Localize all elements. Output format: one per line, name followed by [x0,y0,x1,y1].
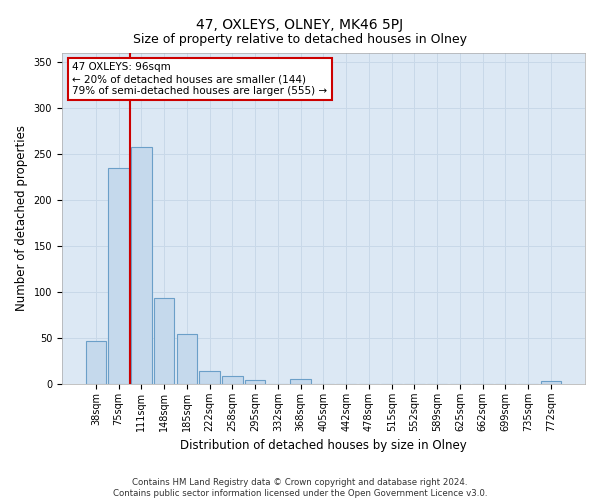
Bar [131,148,152,384]
Text: Size of property relative to detached houses in Olney: Size of property relative to detached ho… [133,32,467,46]
Bar [154,298,175,384]
Bar [176,334,197,384]
Text: 47, OXLEYS, OLNEY, MK46 5PJ: 47, OXLEYS, OLNEY, MK46 5PJ [196,18,404,32]
Text: Contains HM Land Registry data © Crown copyright and database right 2024.
Contai: Contains HM Land Registry data © Crown c… [113,478,487,498]
Bar [290,380,311,384]
X-axis label: Distribution of detached houses by size in Olney: Distribution of detached houses by size … [180,440,467,452]
Bar [109,168,129,384]
Y-axis label: Number of detached properties: Number of detached properties [15,126,28,312]
Bar [541,382,561,384]
Bar [222,376,242,384]
Bar [199,371,220,384]
Bar [245,380,265,384]
Text: 47 OXLEYS: 96sqm
← 20% of detached houses are smaller (144)
79% of semi-detached: 47 OXLEYS: 96sqm ← 20% of detached house… [73,62,328,96]
Bar [86,340,106,384]
